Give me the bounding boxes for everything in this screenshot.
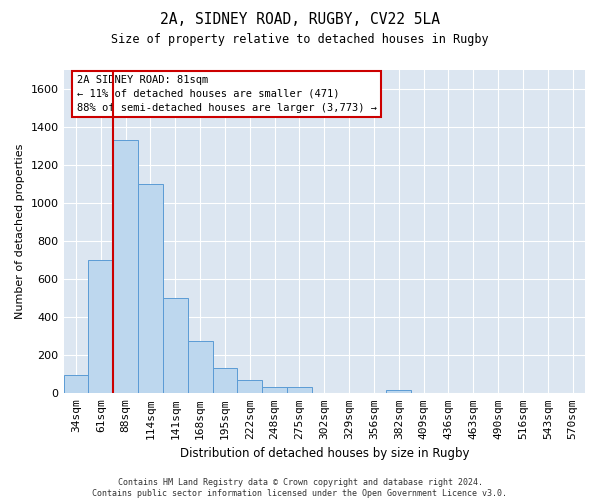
Bar — [287, 386, 312, 394]
Text: 2A, SIDNEY ROAD, RUGBY, CV22 5LA: 2A, SIDNEY ROAD, RUGBY, CV22 5LA — [160, 12, 440, 28]
Bar — [64, 375, 88, 394]
Bar — [88, 260, 113, 394]
Bar — [163, 298, 188, 394]
Y-axis label: Number of detached properties: Number of detached properties — [15, 144, 25, 320]
Bar — [386, 390, 411, 394]
Bar — [212, 368, 238, 394]
Bar — [138, 184, 163, 394]
Bar — [188, 341, 212, 394]
Text: 2A SIDNEY ROAD: 81sqm
← 11% of detached houses are smaller (471)
88% of semi-det: 2A SIDNEY ROAD: 81sqm ← 11% of detached … — [77, 75, 377, 113]
Text: Size of property relative to detached houses in Rugby: Size of property relative to detached ho… — [111, 32, 489, 46]
Bar — [238, 380, 262, 394]
Bar — [262, 386, 287, 394]
X-axis label: Distribution of detached houses by size in Rugby: Distribution of detached houses by size … — [179, 447, 469, 460]
Text: Contains HM Land Registry data © Crown copyright and database right 2024.
Contai: Contains HM Land Registry data © Crown c… — [92, 478, 508, 498]
Bar — [113, 140, 138, 394]
